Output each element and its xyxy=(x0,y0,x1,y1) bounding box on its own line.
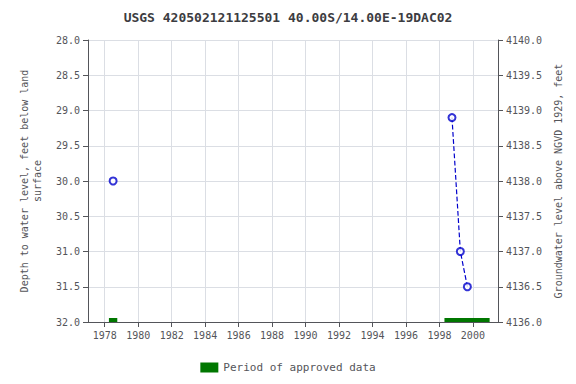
svg-text:USGS 420502121125501 40.00S/14: USGS 420502121125501 40.00S/14.00E-19DAC… xyxy=(124,10,453,25)
svg-text:1998: 1998 xyxy=(427,330,451,341)
svg-text:4137.0: 4137.0 xyxy=(506,246,542,257)
svg-text:29.0: 29.0 xyxy=(56,105,80,116)
svg-text:31.0: 31.0 xyxy=(56,246,80,257)
svg-text:30.0: 30.0 xyxy=(56,176,80,187)
svg-text:4137.5: 4137.5 xyxy=(506,211,542,222)
svg-text:29.5: 29.5 xyxy=(56,140,80,151)
svg-text:Groundwater level above NGVD 1: Groundwater level above NGVD 1929, feet xyxy=(553,64,564,299)
svg-text:4139.5: 4139.5 xyxy=(506,70,542,81)
svg-text:1984: 1984 xyxy=(193,330,217,341)
svg-text:1994: 1994 xyxy=(360,330,384,341)
svg-text:28.5: 28.5 xyxy=(56,70,80,81)
svg-text:4140.0: 4140.0 xyxy=(506,35,542,46)
svg-text:4139.0: 4139.0 xyxy=(506,105,542,116)
svg-text:4136.5: 4136.5 xyxy=(506,281,542,292)
svg-text:Period of approved data: Period of approved data xyxy=(223,361,375,374)
svg-text:surface: surface xyxy=(32,160,43,202)
svg-text:4136.0: 4136.0 xyxy=(506,317,542,328)
svg-text:1988: 1988 xyxy=(260,330,284,341)
svg-text:Depth to water level, feet bel: Depth to water level, feet below land xyxy=(19,70,30,293)
svg-text:1982: 1982 xyxy=(160,330,184,341)
svg-text:1978: 1978 xyxy=(93,330,117,341)
svg-text:1980: 1980 xyxy=(126,330,150,341)
svg-text:4138.0: 4138.0 xyxy=(506,176,542,187)
svg-text:31.5: 31.5 xyxy=(56,281,80,292)
svg-text:30.5: 30.5 xyxy=(56,211,80,222)
svg-text:1996: 1996 xyxy=(394,330,418,341)
svg-text:4138.5: 4138.5 xyxy=(506,140,542,151)
svg-text:1990: 1990 xyxy=(294,330,318,341)
svg-text:1992: 1992 xyxy=(327,330,351,341)
svg-text:32.0: 32.0 xyxy=(56,317,80,328)
svg-text:1986: 1986 xyxy=(227,330,251,341)
svg-text:28.0: 28.0 xyxy=(56,35,80,46)
svg-text:2000: 2000 xyxy=(461,330,485,341)
